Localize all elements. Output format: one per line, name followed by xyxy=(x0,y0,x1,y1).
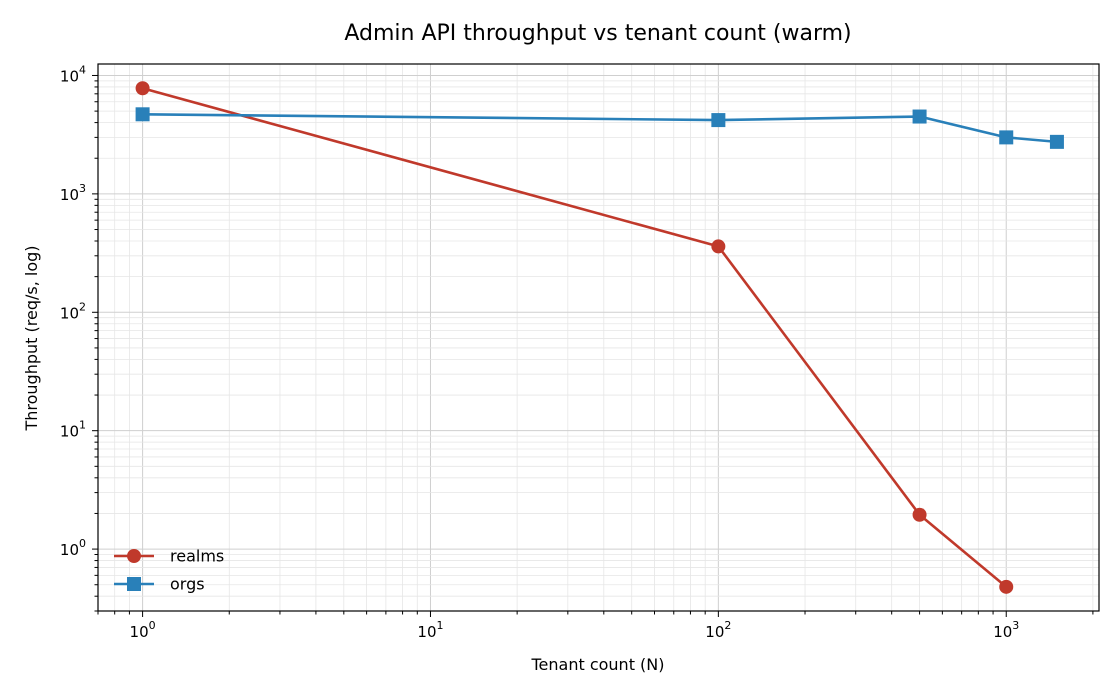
axis-ticks: 100 101 102 103 100 101 102 103 104 xyxy=(60,63,1094,641)
y-tick-label: 104 xyxy=(60,63,86,85)
data-point-realms xyxy=(135,81,150,96)
legend-marker-realms xyxy=(127,549,141,563)
data-point-realms xyxy=(711,239,726,254)
y-tick-label: 100 xyxy=(60,537,86,559)
grid xyxy=(97,64,1099,612)
data-point-realms xyxy=(912,507,927,522)
legend: realms orgs xyxy=(114,547,224,594)
y-axis-title: Throughput (req/s, log) xyxy=(22,245,41,431)
legend-label-realms: realms xyxy=(170,547,224,566)
data-point-orgs xyxy=(912,109,927,124)
plot-series xyxy=(135,81,1064,594)
chart-title: Admin API throughput vs tenant count (wa… xyxy=(344,21,851,46)
data-point-realms xyxy=(999,579,1014,594)
legend-marker-orgs xyxy=(127,577,141,591)
y-tick-label: 102 xyxy=(60,300,86,322)
x-tick-label: 103 xyxy=(993,619,1019,641)
data-point-orgs xyxy=(711,113,726,128)
x-tick-label: 102 xyxy=(705,619,731,641)
x-axis-title: Tenant count (N) xyxy=(530,655,664,674)
series-realms xyxy=(135,81,1014,594)
data-point-orgs xyxy=(1049,134,1064,149)
legend-label-orgs: orgs xyxy=(170,575,205,594)
series-orgs xyxy=(135,107,1064,149)
x-tick-label: 101 xyxy=(417,619,443,641)
series-line-realms xyxy=(142,86,1008,588)
data-point-orgs xyxy=(135,107,150,122)
plot-frame xyxy=(97,63,1100,612)
y-tick-label: 101 xyxy=(60,419,86,441)
data-point-orgs xyxy=(999,130,1014,145)
x-tick-label: 100 xyxy=(130,619,156,641)
y-tick-label: 103 xyxy=(60,182,86,204)
